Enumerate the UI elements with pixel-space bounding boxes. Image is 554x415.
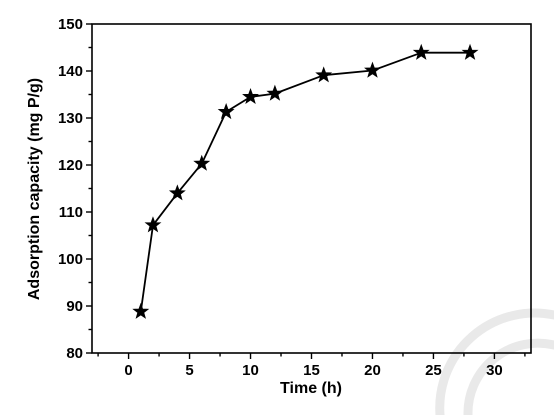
y-tick-label: 100 (58, 251, 83, 268)
x-tick-label: 30 (486, 362, 503, 379)
data-point-star (412, 43, 430, 60)
y-axis-title: Adsorption capacity (mg P/g) (26, 78, 43, 300)
x-tick-label: 20 (364, 362, 381, 379)
data-point-star (217, 103, 235, 120)
y-tick-label: 90 (66, 298, 83, 315)
data-point-star (364, 61, 381, 78)
data-point-star (461, 43, 479, 60)
data-point-star (266, 84, 284, 101)
data-point-star (144, 216, 162, 233)
x-tick-label: 15 (303, 362, 320, 379)
plot-area (132, 43, 479, 319)
x-tick-label: 5 (185, 362, 193, 379)
data-point-star (242, 87, 259, 105)
y-tick-label: 80 (66, 345, 83, 362)
x-axis-title: Time (h) (280, 380, 342, 397)
x-tick-label: 25 (425, 362, 442, 379)
data-point-star (132, 302, 150, 319)
series-line (139, 51, 470, 312)
y-axis: 80 90 100 110 120 130 140 150 (58, 16, 92, 362)
y-tick-label: 130 (58, 110, 83, 127)
data-point-star (168, 184, 186, 201)
data-point-star (315, 66, 333, 83)
y-tick-label: 120 (58, 157, 83, 174)
plot-frame (91, 23, 532, 354)
y-tick-label: 140 (58, 63, 83, 80)
x-tick-label: 0 (124, 362, 132, 379)
x-tick-label: 10 (242, 362, 259, 379)
y-tick-label: 150 (58, 16, 83, 33)
x-axis: 0 5 10 15 20 25 30 (97, 353, 526, 379)
data-point-star (193, 154, 211, 171)
y-tick-label: 110 (59, 204, 83, 221)
